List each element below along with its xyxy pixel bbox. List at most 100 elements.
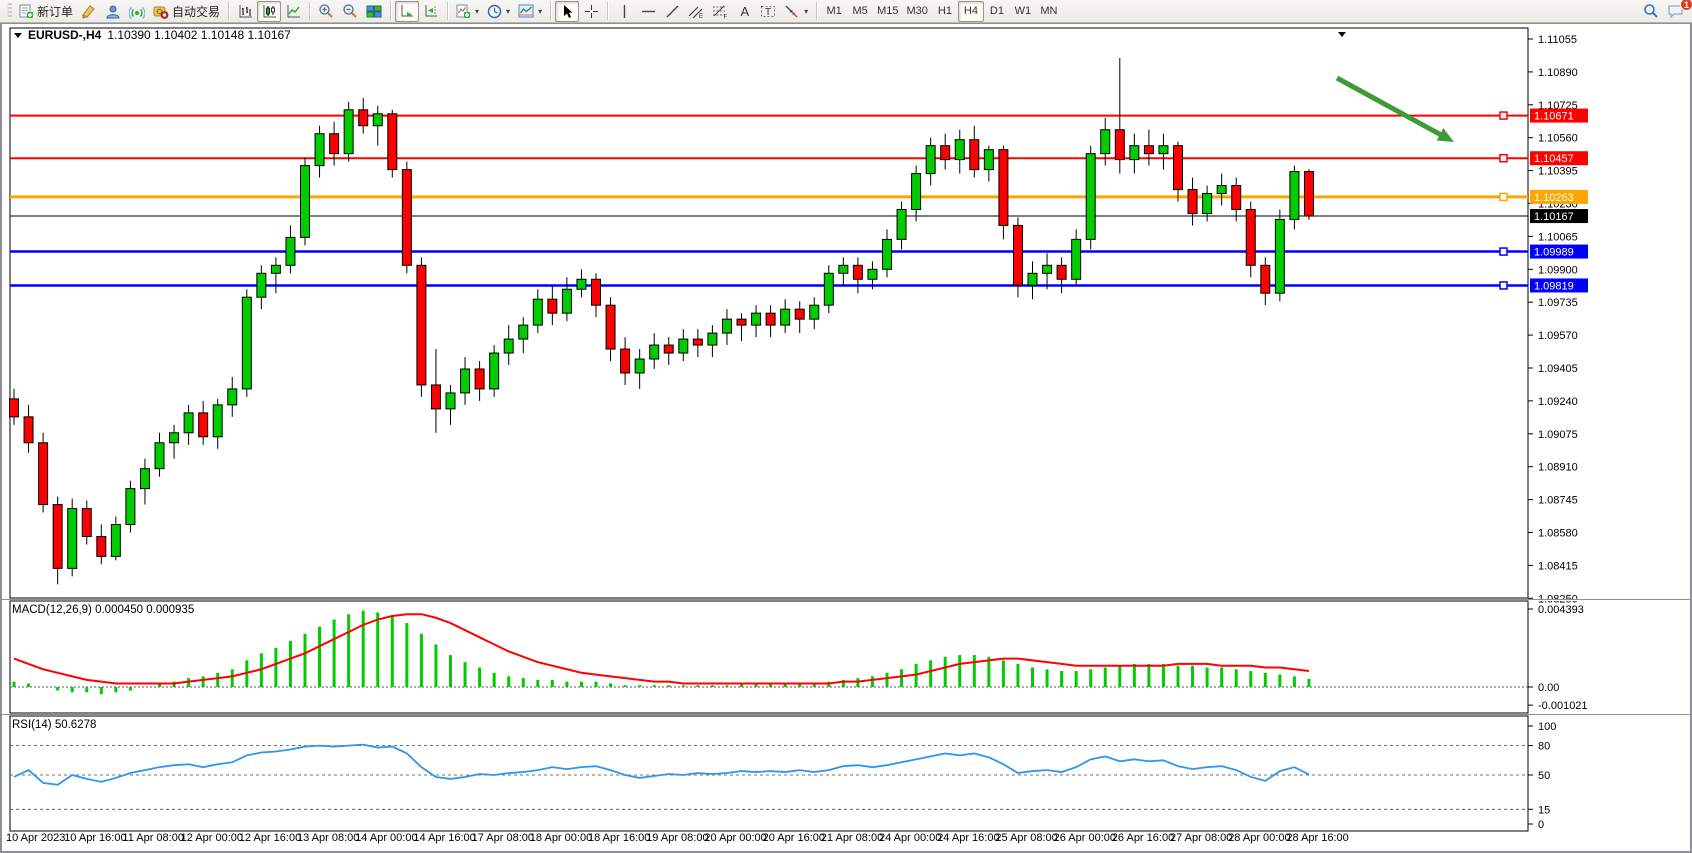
crosshair-button[interactable] bbox=[579, 1, 603, 22]
candle-body bbox=[852, 264, 863, 280]
price-level-line[interactable]: 1.10457 bbox=[10, 151, 1588, 166]
candle-body bbox=[882, 238, 892, 270]
timeframe-d1-button[interactable]: D1 bbox=[989, 5, 1004, 17]
timeframe-h4-button[interactable]: H4 bbox=[957, 0, 984, 22]
price-level-line[interactable]: 1.09989 bbox=[10, 244, 1588, 259]
notifications-button[interactable]: 1 bbox=[1663, 0, 1692, 22]
candle-body bbox=[154, 442, 165, 470]
candle-body bbox=[372, 113, 383, 127]
current-price-line: 1.10167 bbox=[10, 209, 1588, 224]
auto-scroll-button[interactable] bbox=[395, 0, 420, 22]
candle-body bbox=[1245, 208, 1256, 266]
candle-body bbox=[1042, 264, 1053, 274]
svg-text:27 Apr 08:00: 27 Apr 08:00 bbox=[1170, 832, 1232, 844]
search-button[interactable] bbox=[1639, 1, 1663, 22]
candle-body bbox=[52, 504, 63, 569]
new-order-label: 新订单 bbox=[37, 4, 74, 19]
candle-body bbox=[940, 145, 951, 161]
timeframe-m1-button[interactable]: M1 bbox=[826, 5, 842, 17]
clock-icon bbox=[487, 4, 502, 18]
templates-button[interactable]: ▾ bbox=[514, 1, 546, 22]
chart-ohlc-quote: 1.10390 1.10402 1.10148 1.10167 bbox=[107, 28, 291, 42]
candle-body bbox=[780, 308, 791, 326]
timeframe-m5-button[interactable]: M5 bbox=[852, 5, 868, 17]
timeframe-m15-button[interactable]: M15 bbox=[877, 5, 899, 17]
candle-body bbox=[38, 442, 49, 506]
candle-body bbox=[925, 145, 936, 175]
arrows-icon bbox=[785, 5, 798, 17]
new-order-button[interactable]: 新订单 bbox=[15, 1, 77, 22]
candle-body bbox=[1056, 264, 1067, 280]
equidistant-channel-button[interactable]: E bbox=[684, 1, 708, 22]
cursor-button[interactable] bbox=[555, 0, 580, 22]
tile-windows-button[interactable] bbox=[362, 1, 386, 22]
macd-signal-line bbox=[13, 613, 1310, 685]
auto-trading-button[interactable]: 自动交易 bbox=[149, 1, 224, 22]
toolbar-grip[interactable] bbox=[7, 3, 12, 19]
zoom-out-button[interactable] bbox=[338, 1, 362, 22]
dropdown-caret-icon: ▾ bbox=[506, 6, 511, 16]
svg-text:0.004393: 0.004393 bbox=[1538, 604, 1584, 616]
svg-text:E: E bbox=[699, 14, 703, 19]
text-label-button[interactable]: T bbox=[756, 1, 780, 22]
chart-shift-button[interactable] bbox=[419, 1, 443, 22]
svg-text:80: 80 bbox=[1538, 741, 1550, 753]
chart-shift-icon bbox=[425, 4, 438, 16]
arrows-button[interactable]: ▾ bbox=[780, 1, 812, 22]
trendline-button[interactable] bbox=[660, 1, 684, 22]
bar-position-marker bbox=[1338, 32, 1346, 37]
chart-canvas[interactable]: 1.110551.108901.107251.105601.103951.102… bbox=[2, 24, 1690, 850]
fibonacci-button[interactable]: F bbox=[708, 1, 732, 22]
price-level-line[interactable]: 1.10263 bbox=[10, 189, 1588, 204]
text-button[interactable]: A bbox=[732, 1, 756, 22]
svg-text:1.10395: 1.10395 bbox=[1538, 166, 1578, 178]
price-level-badge bbox=[1530, 108, 1588, 123]
separator bbox=[390, 2, 392, 20]
auto-scroll-icon bbox=[401, 4, 414, 17]
zoom-in-button[interactable] bbox=[314, 1, 338, 22]
timeframe-w1-button[interactable]: W1 bbox=[1014, 5, 1032, 17]
vertical-line-icon bbox=[623, 4, 625, 18]
bar-chart-button[interactable] bbox=[233, 1, 257, 22]
svg-text:20 Apr 16:00: 20 Apr 16:00 bbox=[763, 832, 825, 844]
horizontal-line-button[interactable] bbox=[636, 1, 660, 22]
svg-text:1.09405: 1.09405 bbox=[1538, 363, 1578, 375]
candles bbox=[9, 57, 1314, 585]
svg-text:50: 50 bbox=[1538, 770, 1550, 782]
macd-pane: 0.004393 0.00 -0.001021 bbox=[9, 600, 1588, 714]
candlestick-chart-button[interactable] bbox=[257, 0, 282, 22]
candle-body bbox=[634, 358, 645, 374]
candle-body bbox=[794, 308, 805, 320]
timeframe-h1-button[interactable]: H1 bbox=[937, 5, 952, 17]
candle-body bbox=[998, 149, 1009, 226]
trend-arrow-annotation[interactable] bbox=[1335, 75, 1454, 142]
line-chart-button[interactable] bbox=[281, 1, 305, 22]
candle-body bbox=[954, 139, 965, 161]
svg-text:100: 100 bbox=[1538, 721, 1556, 733]
periods-button[interactable]: ▾ bbox=[483, 1, 514, 22]
svg-text:11 Apr 08:00: 11 Apr 08:00 bbox=[122, 832, 184, 844]
timeframe-mn-button[interactable]: MN bbox=[1040, 5, 1058, 17]
indicators-button[interactable]: ▾ bbox=[452, 1, 483, 22]
candle-body bbox=[169, 432, 180, 444]
auto-trading-label: 自动交易 bbox=[172, 4, 221, 19]
timeframe-m30-button[interactable]: M30 bbox=[906, 5, 928, 17]
svg-text:A: A bbox=[740, 4, 749, 19]
svg-text:12 Apr 00:00: 12 Apr 00:00 bbox=[181, 832, 243, 844]
signal-button[interactable] bbox=[125, 1, 149, 22]
svg-text:14 Apr 00:00: 14 Apr 00:00 bbox=[355, 832, 417, 844]
candle-body bbox=[270, 264, 281, 274]
candle-body bbox=[358, 109, 369, 127]
candle-body bbox=[838, 264, 849, 274]
svg-text:1.09735: 1.09735 bbox=[1538, 297, 1578, 309]
price-level-line[interactable]: 1.10671 bbox=[10, 108, 1588, 123]
symbol-dropdown-icon[interactable] bbox=[14, 32, 22, 38]
price-pane bbox=[9, 27, 1529, 599]
profile-button[interactable] bbox=[101, 1, 125, 22]
svg-text:21 Apr 08:00: 21 Apr 08:00 bbox=[821, 832, 883, 844]
vertical-line-button[interactable] bbox=[612, 1, 636, 22]
candle-body bbox=[911, 173, 922, 210]
paint-icon bbox=[82, 4, 95, 19]
chart-styles-button[interactable] bbox=[77, 1, 101, 22]
